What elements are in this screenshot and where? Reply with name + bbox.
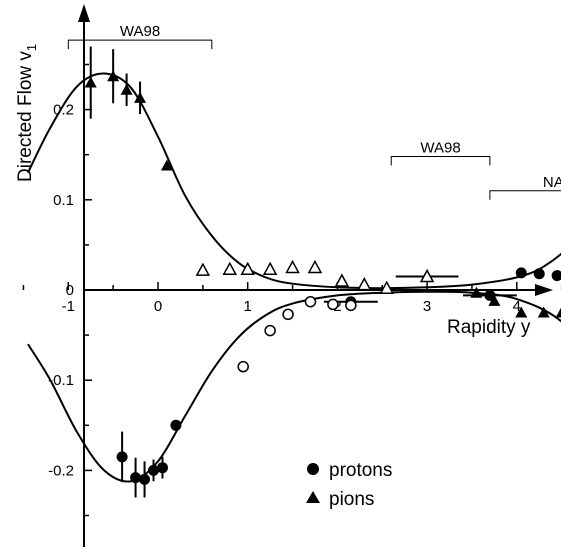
axes	[78, 4, 553, 547]
range-label-2: NA49	[543, 174, 561, 191]
x-axis-title: Rapidity y	[447, 317, 531, 338]
pions-point	[160, 159, 173, 171]
range-brackets: WA98 WA98 NA49	[67, 23, 561, 200]
protons-point	[327, 298, 339, 311]
protons-point	[156, 462, 168, 474]
protons-point	[237, 360, 249, 373]
pions-point	[84, 76, 97, 88]
pions-point	[470, 286, 483, 298]
legend: protons pions	[306, 460, 392, 510]
x-tick-label: -1	[62, 298, 75, 315]
protons-point	[282, 308, 294, 321]
pions-point	[195, 262, 211, 276]
protons-point	[345, 299, 357, 312]
pions-point	[107, 70, 120, 82]
y-axis-title: Directed Flow v1	[15, 44, 39, 182]
pions-point	[222, 261, 238, 276]
pions-point	[262, 261, 278, 276]
pions-point	[357, 277, 372, 291]
range-label-1: WA98	[420, 140, 460, 157]
range-bracket-0	[67, 39, 213, 50]
y-axis-title-main: Directed Flow v	[15, 51, 36, 182]
pions-point	[240, 261, 255, 276]
protons-point	[116, 451, 128, 463]
legend-protons-label: protons	[329, 460, 392, 481]
y-tick-label: 0	[66, 282, 74, 299]
protons-point	[148, 464, 160, 476]
pions-point	[488, 294, 501, 306]
pions-point	[419, 268, 435, 283]
protons-point	[170, 419, 182, 431]
y-tick-label: -0.1	[48, 372, 74, 389]
y-tick-label: 0.1	[53, 192, 74, 209]
pions-point	[555, 307, 561, 318]
legend-pions-marker	[306, 491, 320, 503]
legend-pions-label: pions	[329, 489, 374, 510]
pions-point	[134, 91, 147, 103]
y-tick-label: 0.2	[53, 102, 74, 119]
x-axis-arrow	[535, 284, 553, 296]
pions-point	[120, 83, 133, 95]
y-tick-label: -0.2	[48, 462, 74, 479]
data-points	[84, 46, 561, 498]
protons-point	[533, 268, 545, 280]
range-bracket-1	[390, 156, 491, 166]
x-tick-label: 4	[513, 298, 521, 315]
pions-point	[379, 280, 394, 294]
pions-point	[537, 306, 550, 318]
protons-point	[551, 270, 561, 282]
protons-point	[264, 324, 276, 337]
y-axis-title-subscript: 1	[24, 44, 39, 51]
x-tick-label: 3	[423, 298, 431, 315]
pions-point	[334, 273, 350, 287]
y-axis-arrow	[78, 4, 90, 22]
protons-point	[304, 295, 317, 308]
y-ticks: 0.2 0.1 0 -0.1 -0.2	[48, 63, 92, 517]
pions-point	[515, 306, 528, 318]
x-tick-label: 0	[154, 298, 162, 315]
pions-point	[285, 259, 300, 274]
pions-point	[307, 259, 323, 274]
fit-upper	[27, 72, 561, 290]
protons-point	[515, 267, 527, 279]
x-tick-label: 1	[244, 298, 252, 315]
protons-point	[130, 472, 142, 484]
protons-point	[139, 473, 151, 485]
range-label-0: WA98	[120, 23, 160, 40]
legend-protons-marker	[307, 463, 319, 475]
x-ticks: -101234567	[22, 282, 561, 315]
range-bracket-2	[489, 190, 561, 200]
